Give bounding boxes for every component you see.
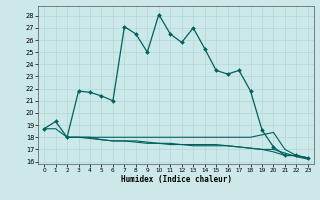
X-axis label: Humidex (Indice chaleur): Humidex (Indice chaleur) <box>121 175 231 184</box>
